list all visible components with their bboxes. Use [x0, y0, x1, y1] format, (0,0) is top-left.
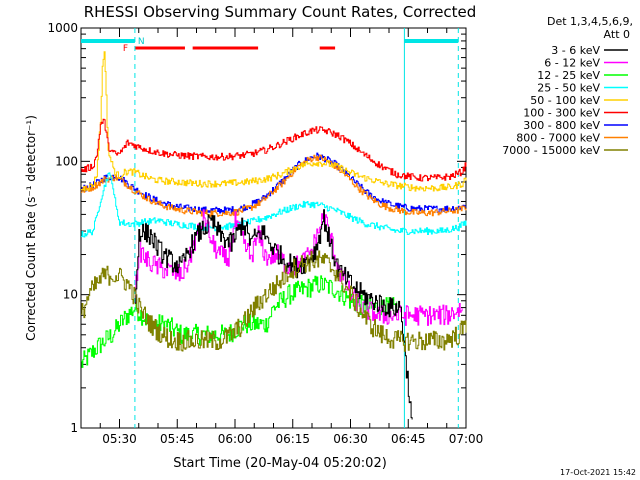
x-tick-label: 06:45 — [391, 432, 426, 446]
legend-label: 300 - 800 keV — [523, 119, 600, 132]
x-tick-label: 06:15 — [275, 432, 310, 446]
legend-label: 800 - 7000 keV — [516, 132, 600, 145]
series-line — [81, 172, 467, 238]
x-tick-label: 05:30 — [102, 432, 137, 446]
y-tick-label: 100 — [55, 154, 78, 168]
series-line — [134, 209, 413, 420]
y-tick-label: 10 — [63, 288, 78, 302]
legend-label: 3 - 6 keV — [551, 44, 600, 57]
series-line — [81, 154, 467, 217]
legend-label: 50 - 100 keV — [530, 94, 600, 107]
x-axis-label: Start Time (20-May-04 05:20:02) — [173, 456, 387, 471]
x-tick-label: 06:30 — [333, 432, 368, 446]
series-line — [81, 51, 467, 192]
legend-label: 6 - 12 keV — [544, 57, 600, 70]
legend-label: 25 - 50 keV — [537, 82, 600, 95]
y-axis-label: Corrected Count Rate (s⁻¹ detector⁻¹) — [24, 115, 38, 341]
chart-title: RHESSI Observing Summary Count Rates, Co… — [84, 3, 477, 21]
series-line — [134, 209, 463, 326]
series-line — [81, 250, 467, 352]
series-line — [81, 118, 467, 182]
y-tick-label: 1 — [70, 421, 78, 435]
x-tick-label: 05:45 — [160, 432, 195, 446]
legend-label: 7000 - 15000 keV — [502, 144, 600, 157]
y-tick-label: 1000 — [47, 21, 78, 35]
footer-date: 17-Oct-2021 15:42 — [560, 468, 636, 477]
marker-n-label: N — [138, 37, 145, 47]
plot-area: 1 10 100 1000 05:30 05:45 06:00 06:15 06:30 06:45… — [47, 21, 483, 446]
x-tick-label: 07:00 — [449, 432, 484, 446]
legend-label: 12 - 25 keV — [537, 69, 600, 82]
x-tick-label: 06:00 — [218, 432, 253, 446]
marker-f-label: F — [123, 44, 128, 54]
series-line — [81, 152, 467, 214]
legend-label: 100 - 300 keV — [523, 107, 600, 120]
legend-header-line-2: Att 0 — [604, 28, 630, 41]
legend-header-line-1: Det 1,3,4,5,6,9, — [547, 15, 633, 28]
